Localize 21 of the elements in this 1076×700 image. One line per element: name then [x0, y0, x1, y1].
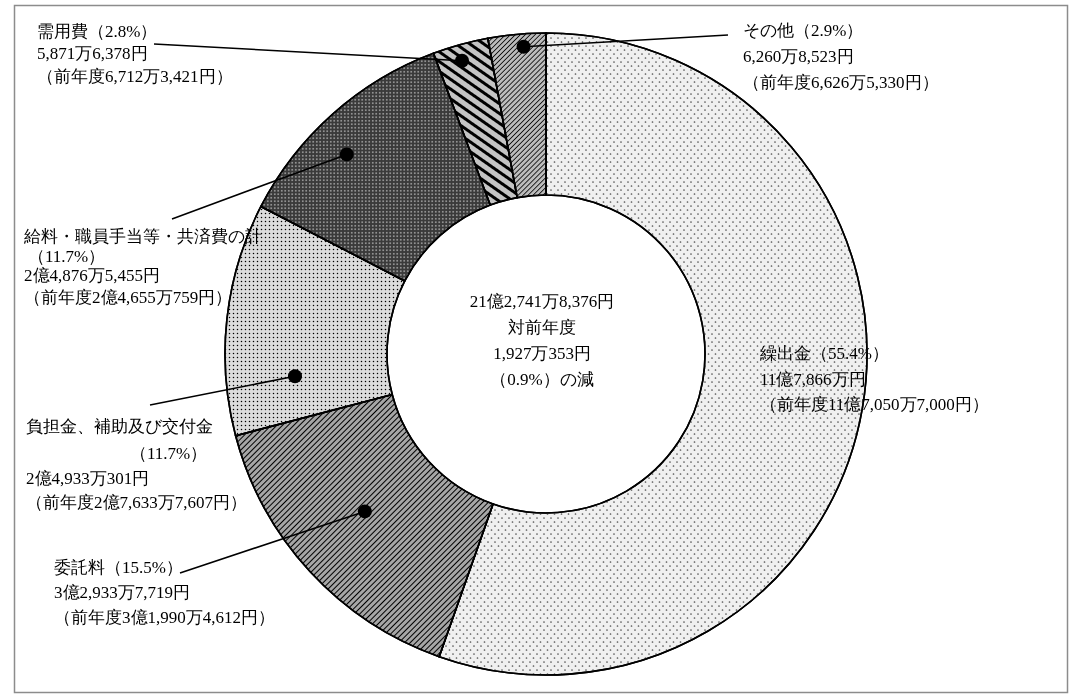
text: 1,927万353円 — [493, 343, 591, 363]
slice-label: 需用費（2.8%） — [37, 21, 158, 41]
text: 3億2,933万7,719円 — [54, 582, 190, 602]
text: （前年度3億1,990万4,612円） — [54, 607, 275, 627]
text: 対前年度 — [508, 317, 576, 337]
text: （0.9%）の減 — [490, 369, 594, 389]
text: 6,260万8,523円 — [743, 46, 854, 66]
slice-label: 負担金、補助及び交付金 — [26, 416, 213, 436]
data-label: （11.7%） — [28, 246, 106, 266]
text: 21億2,741万8,376円 — [469, 291, 615, 311]
text: （前年度2億4,655万759円） — [24, 287, 233, 307]
slice-label: その他（2.9%） — [743, 20, 864, 40]
text: 5,871万6,378円 — [37, 43, 148, 63]
data-label: （11.7%） — [130, 443, 208, 463]
text: 2億4,876万5,455円 — [24, 265, 160, 285]
text: 11億7,866万円 — [760, 369, 866, 389]
text: （前年度2億7,633万7,607円） — [26, 492, 247, 512]
slice-label: 委託料（15.5%） — [54, 557, 183, 577]
text: 2億4,933万301円 — [26, 468, 150, 488]
text: （前年度6,712万3,421円） — [37, 66, 233, 86]
text: （前年度6,626万5,330円） — [743, 72, 939, 92]
